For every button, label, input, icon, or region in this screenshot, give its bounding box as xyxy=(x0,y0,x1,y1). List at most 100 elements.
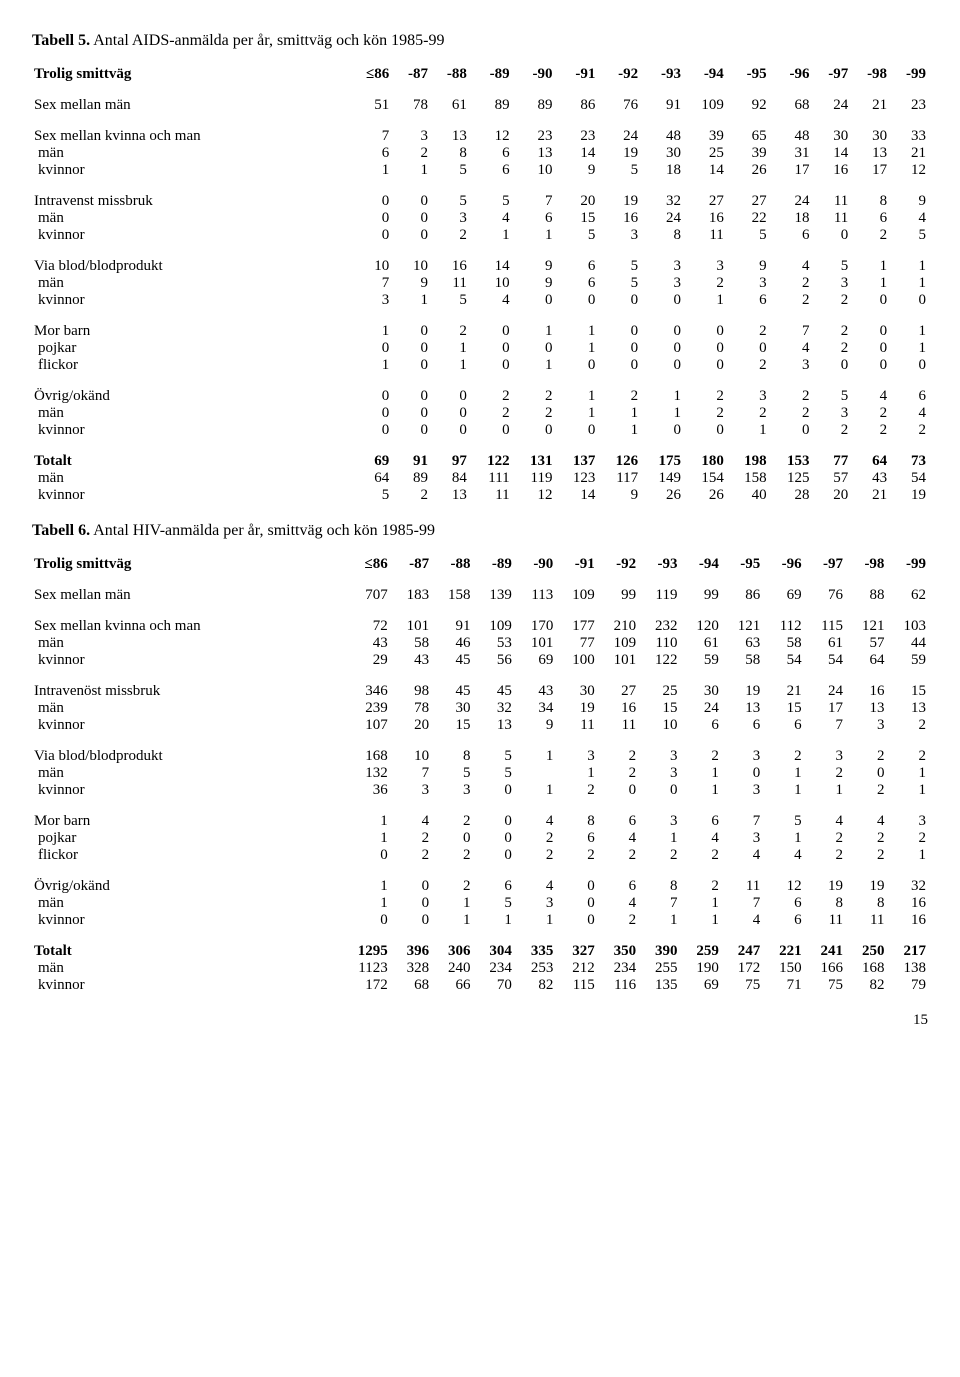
cell: 25 xyxy=(638,683,679,700)
cell: 2 xyxy=(679,847,720,864)
row-label: Sex mellan män xyxy=(32,97,347,114)
cell: 3 xyxy=(640,258,683,275)
cell: 89 xyxy=(512,97,555,114)
cell: 11 xyxy=(555,717,596,734)
cell: 221 xyxy=(762,943,803,960)
cell: 43 xyxy=(850,470,889,487)
cell: 0 xyxy=(390,895,431,912)
cell: 119 xyxy=(512,470,555,487)
cell: 1 xyxy=(679,912,720,929)
cell: 4 xyxy=(889,405,928,422)
cell: 84 xyxy=(430,470,469,487)
cell: 158 xyxy=(431,587,472,604)
cell: 2 xyxy=(769,275,812,292)
cell: 1 xyxy=(430,340,469,357)
cell: 2 xyxy=(726,323,769,340)
cell: 153 xyxy=(769,453,812,470)
table-row: Intravenst missbruk005572019322727241189 xyxy=(32,193,928,210)
cell: 3 xyxy=(638,748,679,765)
table-row: Sex mellan kvinna och man731312232324483… xyxy=(32,128,928,145)
table-row: Totalt1295396306304335327350390259247221… xyxy=(32,943,928,960)
cell: 390 xyxy=(638,943,679,960)
cell: 32 xyxy=(473,700,514,717)
cell: 61 xyxy=(679,635,720,652)
cell: 0 xyxy=(469,422,512,439)
cell: 112 xyxy=(762,618,803,635)
cell: 198 xyxy=(726,453,769,470)
column-header: -93 xyxy=(638,556,679,573)
cell: 0 xyxy=(347,422,391,439)
cell: 6 xyxy=(762,717,803,734)
cell: 10 xyxy=(391,258,430,275)
cell: 13 xyxy=(850,145,889,162)
cell: 13 xyxy=(430,487,469,504)
cell: 2 xyxy=(430,323,469,340)
cell: 4 xyxy=(679,830,720,847)
cell: 1 xyxy=(337,895,390,912)
cell: 5 xyxy=(430,162,469,179)
cell: 0 xyxy=(473,847,514,864)
cell: 0 xyxy=(555,895,596,912)
cell: 0 xyxy=(337,912,390,929)
cell: 126 xyxy=(597,453,640,470)
cell: 82 xyxy=(514,977,555,994)
cell: 6 xyxy=(555,830,596,847)
cell: 3 xyxy=(769,357,812,374)
cell: 0 xyxy=(850,292,889,309)
cell: 79 xyxy=(886,977,928,994)
cell: 2 xyxy=(597,765,638,782)
cell: 0 xyxy=(726,340,769,357)
cell: 0 xyxy=(597,323,640,340)
cell: 7 xyxy=(390,765,431,782)
table-row: kvinnor17268667082115116135697571758279 xyxy=(32,977,928,994)
cell: 56 xyxy=(473,652,514,669)
cell: 70 xyxy=(473,977,514,994)
cell: 21 xyxy=(762,683,803,700)
cell: 1 xyxy=(469,227,512,244)
cell: 58 xyxy=(390,635,431,652)
cell: 6 xyxy=(679,813,720,830)
table-row: män1123328240234253212234255190172150166… xyxy=(32,960,928,977)
cell: 0 xyxy=(347,340,391,357)
cell: 9 xyxy=(889,193,928,210)
cell: 0 xyxy=(430,388,469,405)
cell: 0 xyxy=(845,765,886,782)
cell: 77 xyxy=(555,635,596,652)
cell: 2 xyxy=(850,422,889,439)
cell: 0 xyxy=(347,193,391,210)
cell: 5 xyxy=(889,227,928,244)
cell: 11 xyxy=(683,227,726,244)
cell: 103 xyxy=(886,618,928,635)
cell: 2 xyxy=(811,340,850,357)
cell: 4 xyxy=(804,813,845,830)
table-row: pojkar00100100004201 xyxy=(32,340,928,357)
cell: 91 xyxy=(391,453,430,470)
row-label: Intravenöst missbruk xyxy=(32,683,337,700)
cell: 6 xyxy=(597,878,638,895)
cell: 5 xyxy=(811,388,850,405)
row-label: Sex mellan män xyxy=(32,587,337,604)
cell: 0 xyxy=(597,340,640,357)
cell: 0 xyxy=(640,357,683,374)
cell: 1 xyxy=(762,782,803,799)
cell: 1 xyxy=(597,405,640,422)
cell: 24 xyxy=(769,193,812,210)
table-row: män101530471768816 xyxy=(32,895,928,912)
cell: 234 xyxy=(597,960,638,977)
cell: 0 xyxy=(469,340,512,357)
cell: 21 xyxy=(889,145,928,162)
cell: 6 xyxy=(597,813,638,830)
cell: 123 xyxy=(555,470,598,487)
cell: 1123 xyxy=(337,960,390,977)
cell: 1 xyxy=(726,422,769,439)
cell: 5 xyxy=(597,258,640,275)
cell: 2 xyxy=(726,357,769,374)
cell: 335 xyxy=(514,943,555,960)
cell: 59 xyxy=(679,652,720,669)
cell: 68 xyxy=(390,977,431,994)
cell: 1 xyxy=(762,765,803,782)
cell: 217 xyxy=(886,943,928,960)
row-label: flickor xyxy=(32,357,347,374)
cell: 10 xyxy=(512,162,555,179)
row-label: Via blod/blodprodukt xyxy=(32,258,347,275)
